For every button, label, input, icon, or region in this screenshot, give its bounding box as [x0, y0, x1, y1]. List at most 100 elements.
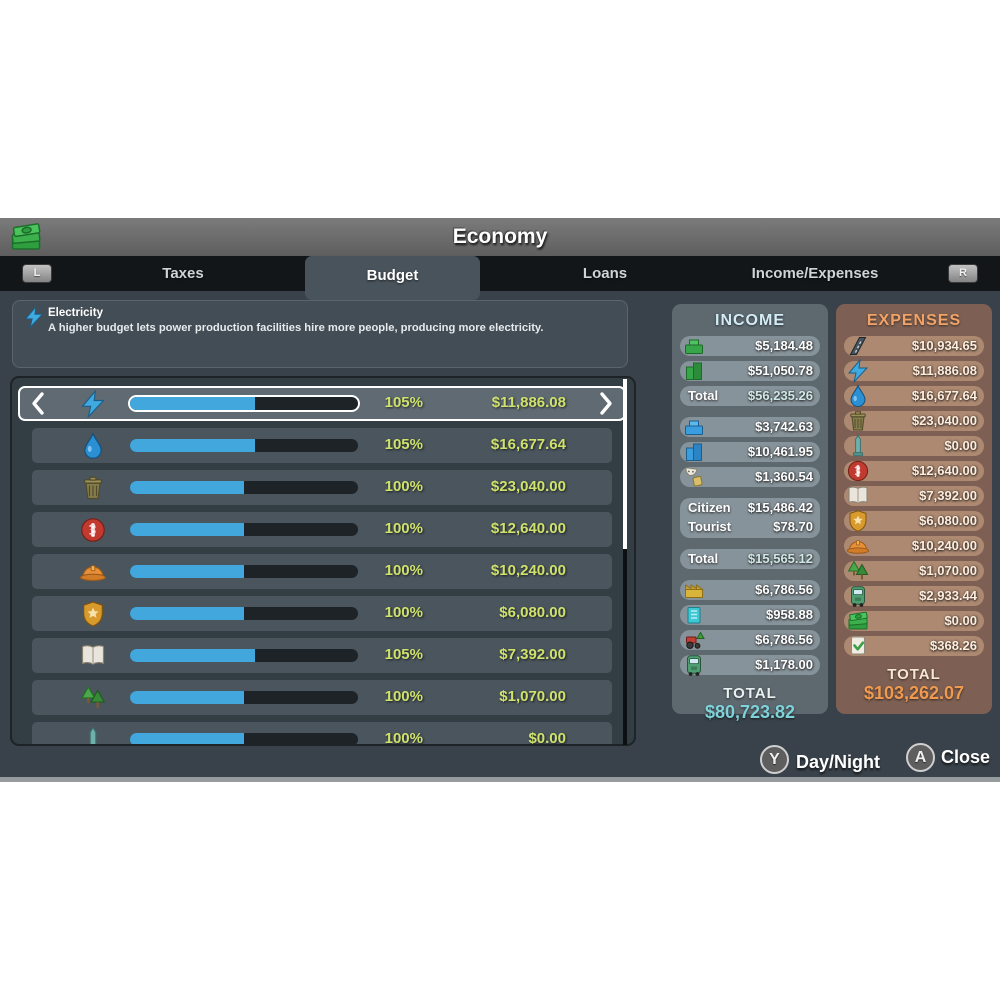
- chevron-right-icon[interactable]: [598, 391, 614, 416]
- ledger-value: $5,184.48: [755, 338, 813, 353]
- budget-row[interactable]: 100% $6,080.00: [18, 596, 626, 631]
- ledger-value: $10,461.95: [747, 444, 813, 459]
- budget-slider[interactable]: [130, 565, 358, 578]
- bus-icon: [846, 584, 870, 608]
- ledger-row-background: [844, 386, 984, 406]
- service-info-box: Electricity A higher budget lets power p…: [12, 300, 628, 368]
- budget-percent: 100%: [384, 478, 423, 495]
- ledger-value: $12,640.00: [911, 463, 977, 478]
- page-title: Economy: [452, 225, 548, 248]
- income-total-value: $80,723.82: [704, 702, 796, 722]
- ledger-row: $0.00: [844, 611, 984, 631]
- ledger-row: $368.26: [844, 636, 984, 656]
- ledger-row: $6,080.00: [844, 509, 984, 533]
- ledger-row-background: [680, 605, 820, 625]
- budget-row[interactable]: 100% $23,040.00: [18, 470, 626, 505]
- budget-row[interactable]: 105% $16,677.64: [18, 428, 626, 463]
- money-icon: [846, 609, 870, 633]
- ledger-row-background: [844, 586, 984, 606]
- commercial-high-icon: [682, 440, 706, 464]
- expenses-total-value: $103,262.07: [863, 683, 965, 703]
- budget-slider-fill: [130, 397, 256, 410]
- chevron-left-icon[interactable]: [30, 391, 46, 416]
- police-icon: [78, 600, 108, 628]
- budget-slider-fill: [130, 649, 256, 662]
- budget-amount: $7,392.00: [499, 646, 566, 663]
- ledger-row-background: [844, 486, 984, 506]
- dual-value-2: $78.70: [773, 519, 813, 534]
- ledger-row-background: [844, 611, 984, 631]
- ledger-subtotal-row: Total $15,565.12: [680, 549, 820, 569]
- electricity-icon: [846, 359, 870, 383]
- budget-slider[interactable]: [130, 733, 358, 744]
- budget-slider-fill: [130, 481, 244, 494]
- budget-slider[interactable]: [130, 439, 358, 452]
- budget-percent: 105%: [384, 394, 423, 411]
- left-bumper-button[interactable]: L: [22, 264, 52, 283]
- education-icon: [78, 642, 108, 670]
- budget-slider-list: 105% $11,886.08 105% $16,677.64 100% $23…: [10, 376, 636, 746]
- budget-row[interactable]: 100% $1,070.00: [18, 680, 626, 715]
- close-button[interactable]: Close: [941, 747, 991, 767]
- budget-row[interactable]: 100% $12,640.00: [18, 512, 626, 547]
- ledger-subtotal-label: Total: [688, 388, 719, 403]
- ledger-value: $368.26: [930, 638, 977, 653]
- budget-amount: $16,677.64: [490, 436, 566, 453]
- day-night-button[interactable]: Day/Night: [796, 752, 881, 772]
- budget-slider[interactable]: [130, 607, 358, 620]
- office-icon: [682, 603, 706, 627]
- budget-slider-fill: [130, 439, 256, 452]
- y-button-icon[interactable]: Y: [760, 745, 789, 774]
- right-bumper-button[interactable]: R: [948, 264, 978, 283]
- tab-budget[interactable]: Budget: [305, 256, 480, 300]
- tab-income-expenses[interactable]: Income/Expenses: [751, 265, 879, 282]
- tab-taxes[interactable]: Taxes: [162, 265, 204, 282]
- ledger-row: $11,886.08: [844, 359, 984, 383]
- ledger-value: $51,050.78: [747, 363, 813, 378]
- budget-row[interactable]: 100% $0.00: [18, 722, 626, 746]
- policies-icon: [846, 634, 870, 658]
- budget-row[interactable]: 105% $7,392.00: [18, 638, 626, 673]
- police-icon: [846, 509, 870, 533]
- budget-slider[interactable]: [130, 523, 358, 536]
- budget-row[interactable]: 100% $10,240.00: [18, 554, 626, 589]
- ledger-row: $12,640.00: [844, 460, 984, 482]
- budget-slider[interactable]: [130, 649, 358, 662]
- ledger-row: $3,742.63: [680, 417, 820, 437]
- ledger-value: $16,677.64: [911, 388, 977, 403]
- ledger-value: $3,742.63: [755, 419, 813, 434]
- income-rows: $5,184.48 $51,050.78 Total $56,235.26 $3…: [672, 336, 828, 676]
- ledger-value: $2,933.44: [919, 588, 977, 603]
- income-total: TOTAL $80,723.82: [672, 685, 828, 723]
- ledger-subtotal-value: $15,565.12: [747, 551, 813, 566]
- road-icon: [846, 334, 870, 358]
- budget-slider[interactable]: [130, 397, 358, 410]
- ledger-value: $958.88: [766, 607, 813, 622]
- monument-icon: [846, 434, 870, 458]
- money-icon: [8, 219, 44, 255]
- ledger-row-background: [680, 655, 820, 675]
- ledger-subtotal-row: Total $56,235.26: [680, 386, 820, 406]
- tab-loans[interactable]: Loans: [582, 265, 628, 282]
- ledger-row: $10,934.65: [844, 336, 984, 356]
- ledger-row-background: [680, 549, 820, 569]
- scrollbar[interactable]: [623, 379, 627, 745]
- fire-icon: [78, 558, 108, 586]
- ledger-row: $23,040.00: [844, 411, 984, 431]
- budget-slider[interactable]: [130, 691, 358, 704]
- budget-amount: $23,040.00: [490, 478, 566, 495]
- budget-slider[interactable]: [130, 481, 358, 494]
- ledger-subtotal-label: Total: [688, 551, 719, 566]
- budget-row[interactable]: 105% $11,886.08: [18, 386, 626, 421]
- budget-percent: 105%: [384, 436, 423, 453]
- ledger-row-background: [844, 461, 984, 481]
- ledger-row-background: [844, 336, 984, 356]
- ledger-row-background: [844, 411, 984, 431]
- scrollbar-thumb[interactable]: [623, 379, 627, 549]
- residential-high-icon: [682, 359, 706, 383]
- ledger-row: $7,392.00: [844, 486, 984, 506]
- a-button-icon[interactable]: A: [906, 743, 935, 772]
- ledger-value: $6,786.56: [755, 632, 813, 647]
- electricity-icon: [23, 306, 45, 328]
- budget-amount: $0.00: [528, 730, 566, 746]
